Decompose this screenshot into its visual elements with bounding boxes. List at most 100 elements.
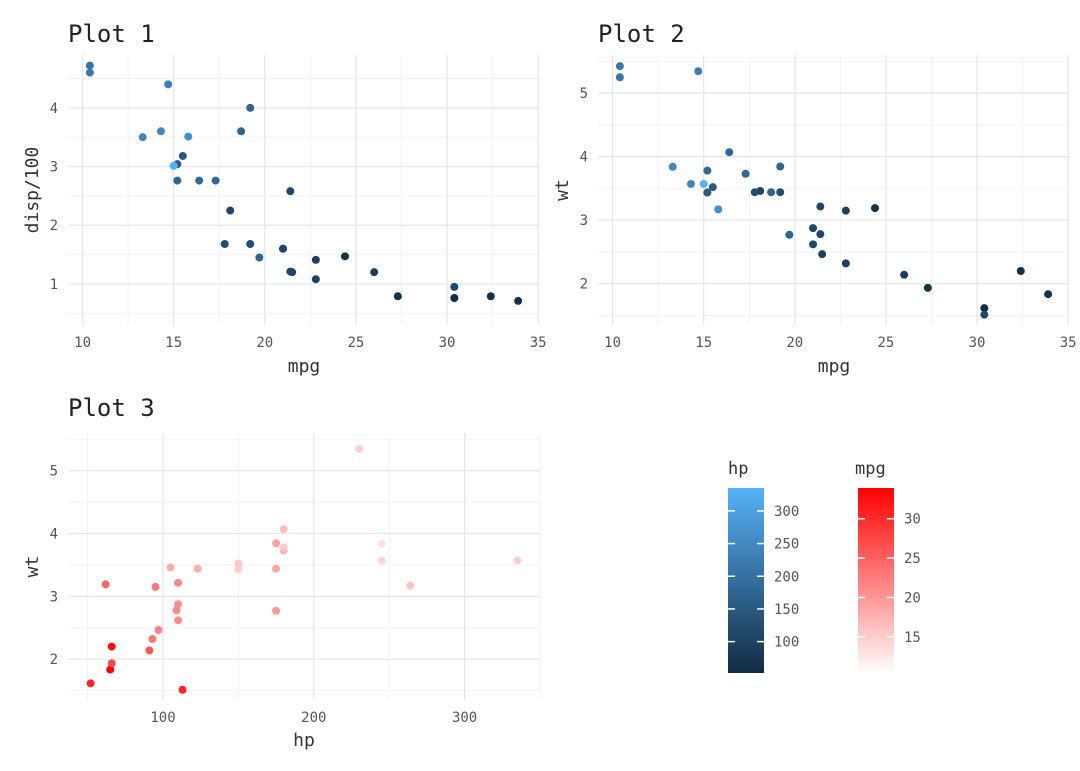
y-tick-label: 4 bbox=[580, 150, 588, 166]
data-point bbox=[279, 543, 288, 552]
data-point bbox=[1016, 267, 1025, 275]
plot-panel-2: 10 15 20 25 30 35 2 3 4 5 Plot 2 mpg wt bbox=[552, 20, 1077, 377]
data-point bbox=[85, 61, 94, 70]
data-point bbox=[246, 240, 255, 248]
data-point bbox=[220, 240, 229, 248]
y-tick-label: 2 bbox=[50, 652, 58, 668]
data-point bbox=[332, 440, 341, 449]
plot-title: Plot 1 bbox=[68, 20, 155, 48]
legend-title: mpg bbox=[855, 459, 886, 479]
y-tick-label: 3 bbox=[50, 589, 58, 605]
data-point bbox=[195, 176, 204, 185]
data-point bbox=[816, 230, 825, 239]
colorbar bbox=[858, 488, 894, 673]
data-point bbox=[750, 188, 759, 197]
data-point bbox=[107, 659, 116, 668]
x-tick-label: 10 bbox=[74, 335, 91, 351]
data-point bbox=[107, 642, 116, 651]
legend-tick-label: 30 bbox=[904, 512, 921, 528]
x-tick-label: 35 bbox=[530, 335, 547, 351]
y-axis-label: wt bbox=[552, 179, 573, 201]
y-tick-label: 4 bbox=[50, 101, 58, 117]
data-point bbox=[741, 169, 750, 178]
data-point bbox=[279, 525, 288, 534]
x-tick-label: 30 bbox=[969, 335, 986, 351]
data-point bbox=[174, 616, 183, 625]
data-point bbox=[785, 230, 794, 239]
data-point bbox=[816, 202, 825, 211]
x-tick-label: 10 bbox=[604, 335, 621, 351]
data-point bbox=[841, 259, 850, 268]
data-point bbox=[980, 310, 989, 319]
data-point bbox=[311, 275, 320, 284]
data-point bbox=[514, 296, 523, 305]
data-point bbox=[279, 244, 288, 253]
data-point bbox=[668, 162, 677, 171]
plot-title: Plot 3 bbox=[68, 394, 155, 422]
x-tick-label: 20 bbox=[256, 335, 273, 351]
data-point bbox=[450, 294, 459, 302]
legend-tick-label: 200 bbox=[774, 569, 799, 585]
x-tick-label: 300 bbox=[452, 710, 477, 726]
data-point bbox=[272, 564, 281, 573]
data-point bbox=[173, 176, 182, 185]
data-point bbox=[809, 240, 818, 249]
data-point bbox=[486, 292, 495, 301]
legend-tick-label: 150 bbox=[774, 602, 799, 618]
legend-tick-label: 300 bbox=[774, 504, 799, 520]
x-tick-label: 30 bbox=[439, 335, 456, 351]
y-tick-label: 5 bbox=[580, 86, 588, 102]
data-point bbox=[694, 67, 703, 76]
data-point bbox=[311, 255, 320, 264]
legend-tick-label: 250 bbox=[774, 537, 799, 553]
data-point bbox=[615, 62, 624, 71]
x-tick-label: 15 bbox=[165, 335, 182, 351]
y-tick-label: 1 bbox=[50, 277, 58, 293]
data-point bbox=[172, 606, 181, 615]
x-axis-label: mpg bbox=[288, 356, 321, 377]
data-point bbox=[708, 183, 717, 192]
data-point bbox=[246, 103, 255, 112]
y-tick-label: 3 bbox=[580, 213, 588, 229]
data-point bbox=[377, 539, 386, 548]
legend-tick-label: 25 bbox=[904, 551, 921, 567]
data-point bbox=[86, 679, 95, 688]
data-point bbox=[234, 565, 243, 574]
data-point bbox=[193, 564, 202, 573]
data-point bbox=[703, 188, 712, 197]
data-point bbox=[703, 166, 712, 175]
data-point bbox=[714, 205, 723, 214]
data-point bbox=[776, 188, 785, 197]
legend-tick-label: 15 bbox=[904, 630, 921, 646]
data-point bbox=[841, 206, 850, 215]
data-point bbox=[145, 646, 154, 655]
data-point bbox=[286, 267, 295, 276]
data-point bbox=[923, 283, 932, 292]
data-point bbox=[809, 224, 818, 233]
data-point bbox=[166, 563, 175, 572]
data-point bbox=[169, 161, 178, 170]
data-point bbox=[1044, 290, 1053, 299]
data-point bbox=[272, 539, 281, 548]
legend-tick-label: 100 bbox=[774, 635, 799, 651]
data-point bbox=[178, 151, 187, 160]
data-point bbox=[980, 304, 989, 313]
data-point bbox=[450, 282, 459, 291]
data-point bbox=[767, 188, 776, 197]
data-point bbox=[138, 133, 147, 142]
data-point bbox=[237, 127, 246, 136]
data-point bbox=[818, 250, 827, 259]
y-tick-label: 5 bbox=[50, 464, 58, 480]
y-axis-label: disp/100 bbox=[22, 147, 43, 234]
x-tick-label: 25 bbox=[878, 335, 895, 351]
x-tick-label: 200 bbox=[301, 710, 326, 726]
x-axis-label: mpg bbox=[818, 356, 851, 377]
data-point bbox=[106, 665, 115, 674]
data-point bbox=[272, 606, 281, 615]
data-point bbox=[101, 580, 110, 589]
data-point bbox=[341, 252, 350, 261]
data-point bbox=[725, 148, 734, 157]
data-point bbox=[226, 206, 235, 215]
